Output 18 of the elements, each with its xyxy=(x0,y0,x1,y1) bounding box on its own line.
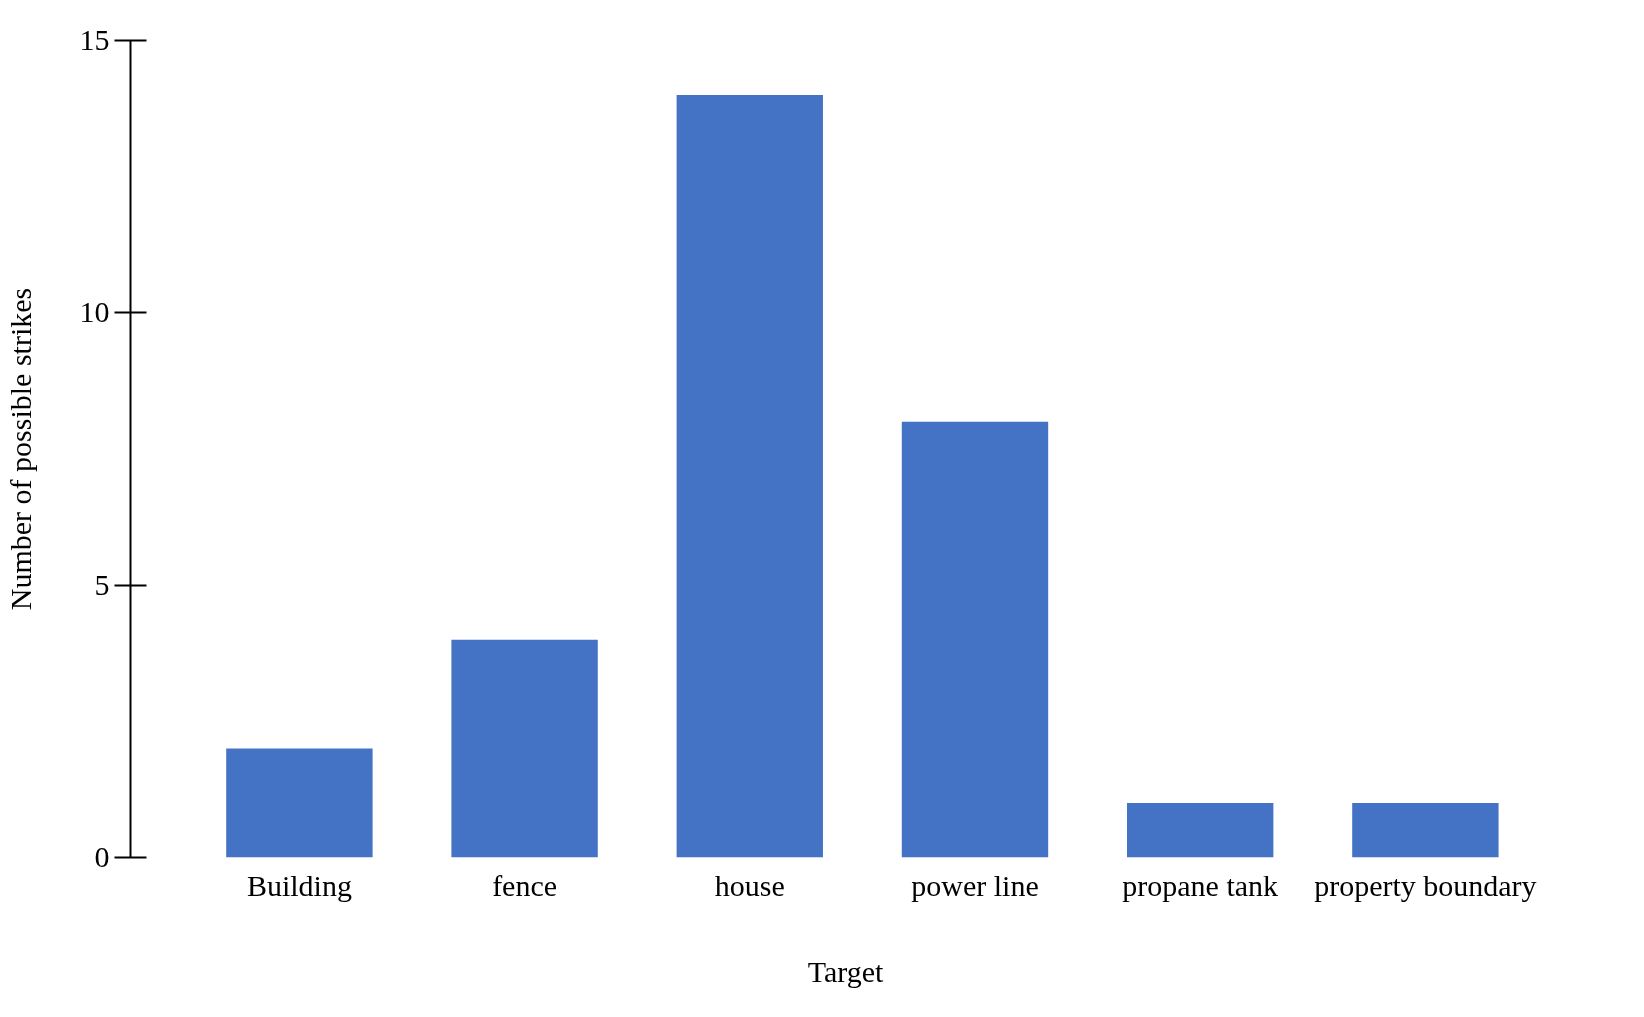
x-tick-label: house xyxy=(714,868,785,902)
x-tick-label: fence xyxy=(492,868,558,902)
x-tick-label: Building xyxy=(246,868,352,902)
x-tick-label: propane tank xyxy=(1122,868,1279,902)
x-tick-label: power line xyxy=(911,868,1039,902)
bar xyxy=(1127,803,1274,858)
bar xyxy=(1352,803,1499,858)
y-tick-label: 15 xyxy=(79,23,110,56)
bar xyxy=(901,421,1049,858)
y-tick-label: 5 xyxy=(94,567,110,601)
bar xyxy=(226,748,373,858)
bar xyxy=(451,639,598,858)
bar xyxy=(676,94,823,858)
x-tick-label: property boundary xyxy=(1314,868,1537,902)
y-tick-label: 10 xyxy=(79,295,110,329)
y-axis-title: Number of possible strikes xyxy=(3,287,37,611)
y-tick-label: 0 xyxy=(94,840,110,873)
x-axis-title: Target xyxy=(807,954,884,988)
